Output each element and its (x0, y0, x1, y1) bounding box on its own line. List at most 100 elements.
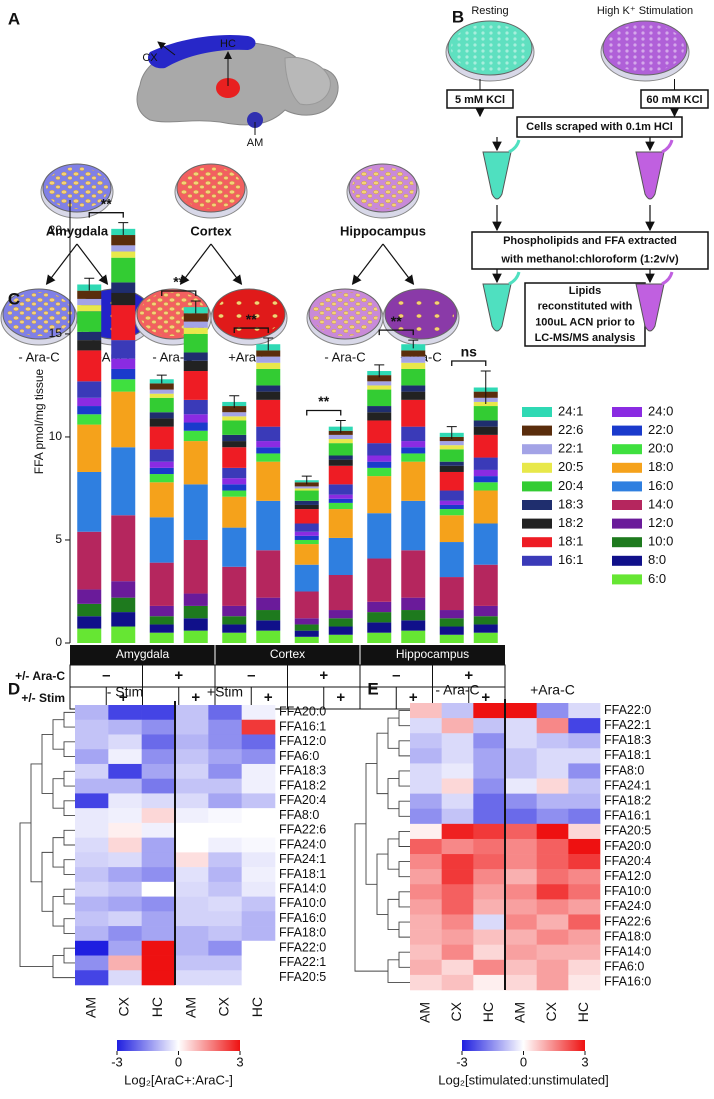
heatmap-cell (441, 869, 474, 885)
heatmap-cell (441, 763, 474, 779)
dendrogram-branch (398, 891, 410, 908)
error-bar (446, 426, 457, 440)
region-dish-label: Hippocampus (340, 223, 426, 238)
step-text: Phospholipids and FFA extracted (503, 235, 677, 247)
heatmap-cell (241, 911, 276, 927)
heatmap-cell (241, 749, 276, 765)
heatmap-cell (536, 703, 569, 719)
bar-segment (149, 474, 174, 483)
bar-segment (77, 298, 102, 306)
row-label: FFA20:5 (604, 824, 651, 838)
arrow (210, 243, 243, 285)
bar-segment (77, 424, 102, 472)
significance-label: ** (173, 274, 184, 290)
bar-segment (77, 350, 102, 382)
step-text: LC-MS/MS analysis (535, 332, 636, 344)
bar-segment (77, 290, 102, 299)
colorbar-tick-label: 0 (175, 1054, 182, 1069)
heatmap-cell (241, 955, 276, 971)
column-group-label: - Ara-C (435, 682, 479, 698)
dendrogram-branch (376, 732, 388, 795)
bar-segment (328, 484, 353, 495)
bar-segment (183, 321, 208, 328)
bar-segment (149, 517, 174, 563)
dish-cells (216, 292, 282, 336)
bar-segment (328, 439, 353, 444)
bar-segment (183, 630, 208, 643)
legend-swatch (522, 425, 552, 436)
bar-segment (367, 476, 392, 514)
legend-label: 10:0 (648, 534, 673, 549)
legend-swatch (522, 555, 552, 566)
legend-label: 20:5 (558, 459, 583, 474)
legend-swatch (612, 555, 642, 566)
bar-segment (328, 434, 353, 440)
arrow (45, 243, 78, 285)
heatmap-cell (536, 808, 569, 825)
bar-segment (367, 420, 392, 444)
bar-segment (401, 368, 426, 386)
arac-mark: + (319, 667, 328, 684)
group-label: Amygdala (116, 647, 170, 661)
heatmap-cell (410, 974, 442, 991)
condition-label: High K⁺ Stimulation (597, 5, 693, 17)
heatmap-cell (241, 896, 276, 912)
bar-segment (77, 311, 102, 332)
dendrogram-branch (63, 888, 75, 905)
dendrogram-branch (63, 859, 75, 875)
bar-segment (222, 616, 247, 625)
bar-segment (367, 558, 392, 602)
heatmap-cell (208, 749, 242, 765)
region-label: HC (220, 38, 236, 50)
heatmap-cell (75, 778, 109, 794)
bar-segment (256, 610, 281, 621)
heatmap-cell (141, 808, 176, 824)
row-label: FFA16:0 (279, 911, 326, 925)
panel-label: E (367, 679, 378, 698)
bar-segment (222, 441, 247, 448)
legend-swatch (522, 462, 552, 473)
colorbar (117, 1040, 240, 1051)
bar-segment (183, 484, 208, 540)
bar-segment (367, 381, 392, 386)
colorbar-tick-label: 3 (581, 1054, 588, 1069)
heatmap-cell (141, 955, 176, 971)
dendrogram-branch (365, 762, 377, 885)
row-label: FFA16:1 (279, 719, 326, 733)
row-label: FFA22:1 (279, 955, 326, 969)
heatmap-cell (536, 733, 569, 749)
column-label: HC (149, 997, 165, 1017)
heatmap-cell (208, 822, 242, 838)
error-bar (374, 364, 385, 378)
row-label: FFA8:0 (279, 808, 319, 822)
legend-label: 18:0 (648, 459, 673, 474)
heatmap-cell (75, 705, 109, 721)
bar-segment (328, 498, 353, 503)
heatmap-cell (108, 763, 142, 779)
bar-segment (473, 420, 498, 427)
heatmap-cell (175, 955, 209, 971)
bar-segment (473, 482, 498, 491)
significance-bracket (378, 329, 414, 336)
bar-segment (77, 331, 102, 341)
heatmap-cell (473, 929, 506, 945)
bar-segment (111, 282, 136, 293)
bar-segment (111, 597, 136, 613)
bar-segment (328, 430, 353, 435)
heatmap-cell (208, 955, 242, 971)
colorbar-label: Log₂[stimulated:unstimulated] (438, 1072, 609, 1087)
heatmap-cell (441, 929, 474, 945)
bar-segment (77, 589, 102, 604)
bar-segment (77, 397, 102, 407)
dendrogram-branch (63, 711, 75, 728)
heatmap-cell (505, 869, 537, 885)
heatmap-cell (141, 822, 176, 838)
bar-segment (367, 385, 392, 390)
bar-segment (439, 471, 464, 491)
bar-segment (183, 618, 208, 631)
bar-segment (328, 626, 353, 635)
heatmap-cell (241, 719, 276, 735)
error-bar (190, 300, 201, 314)
row-label: FFA18:3 (604, 733, 651, 747)
bar-segment (111, 379, 136, 392)
